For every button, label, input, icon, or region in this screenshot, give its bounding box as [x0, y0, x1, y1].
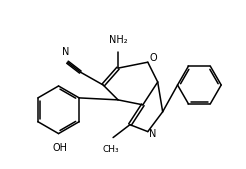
Text: CH₃: CH₃	[103, 146, 119, 154]
Text: N: N	[62, 47, 69, 57]
Text: OH: OH	[52, 142, 67, 152]
Text: NH₂: NH₂	[109, 35, 127, 45]
Text: O: O	[150, 53, 157, 63]
Text: N: N	[149, 129, 156, 139]
